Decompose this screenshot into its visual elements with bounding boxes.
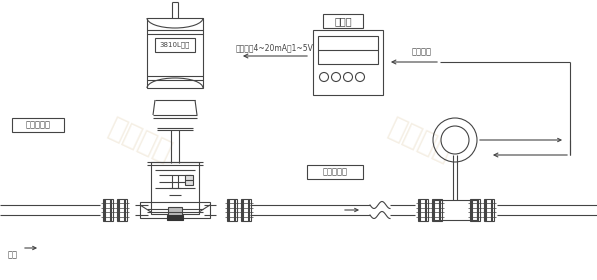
Text: 3810L系列: 3810L系列: [160, 42, 190, 48]
Bar: [323, 14, 363, 28]
Text: 调节仪: 调节仪: [334, 16, 352, 26]
Circle shape: [441, 126, 469, 154]
Bar: [313, 30, 383, 95]
Bar: [432, 199, 442, 221]
Bar: [155, 38, 195, 52]
Text: 电动调节阀: 电动调节阀: [26, 120, 51, 129]
Bar: [307, 165, 363, 179]
Bar: [470, 199, 480, 221]
Text: 源工阀门: 源工阀门: [104, 113, 176, 167]
Bar: [12, 118, 64, 132]
Bar: [168, 207, 182, 217]
Bar: [140, 202, 210, 218]
Bar: [227, 199, 237, 221]
Bar: [484, 199, 494, 221]
Bar: [103, 199, 113, 221]
Bar: [185, 175, 193, 185]
Text: 源工阀门: 源工阀门: [384, 113, 456, 167]
Text: 介质: 介质: [8, 251, 18, 260]
Bar: [318, 36, 378, 64]
Bar: [151, 162, 199, 214]
Bar: [241, 199, 251, 221]
Bar: [433, 200, 477, 220]
Text: 输入信号4~20mA或1~5V: 输入信号4~20mA或1~5V: [236, 43, 314, 52]
Text: 电磁流量计: 电磁流量计: [322, 167, 347, 176]
Bar: [418, 199, 428, 221]
Bar: [147, 18, 203, 88]
Bar: [117, 199, 127, 221]
Bar: [167, 215, 183, 220]
Text: 反馈信号: 反馈信号: [411, 47, 432, 56]
